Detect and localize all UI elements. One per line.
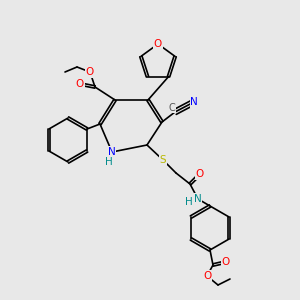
Text: N: N — [190, 97, 198, 107]
Text: O: O — [86, 67, 94, 77]
Text: O: O — [203, 271, 211, 281]
Text: O: O — [154, 39, 162, 49]
Text: H: H — [105, 157, 113, 167]
Text: C: C — [169, 103, 176, 113]
Text: N: N — [108, 147, 116, 157]
Text: S: S — [160, 155, 166, 165]
Text: O: O — [76, 79, 84, 89]
Text: H: H — [185, 197, 193, 207]
Text: N: N — [194, 194, 202, 204]
Text: O: O — [222, 257, 230, 267]
Text: O: O — [196, 169, 204, 179]
